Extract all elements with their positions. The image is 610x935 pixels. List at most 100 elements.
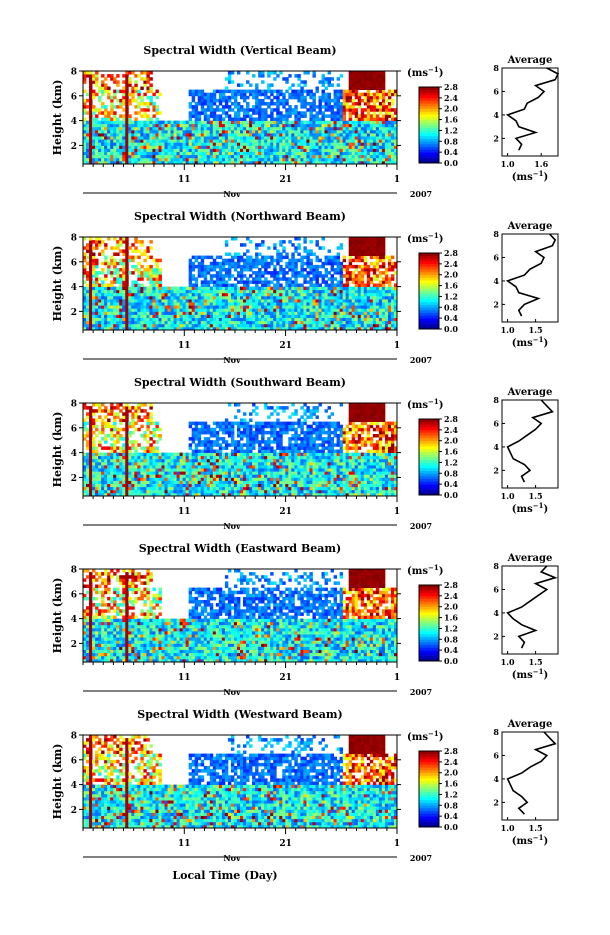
heatmap-cell (252, 302, 255, 306)
heatmap-cell (273, 139, 276, 143)
heatmap-cell (110, 105, 113, 109)
heatmap-cell (174, 152, 177, 156)
heatmap-cell (337, 124, 340, 128)
heatmap-cell (300, 80, 303, 84)
heatmap-cell (340, 96, 343, 100)
heatmap-cell (367, 99, 370, 103)
heatmap-cell (252, 105, 255, 109)
heatmap-cell (364, 259, 367, 263)
heatmap-cell (309, 152, 312, 156)
heatmap-cell (334, 127, 337, 131)
heatmap-cell (282, 271, 285, 275)
heatmap-cell (340, 74, 343, 78)
heatmap-cell (334, 93, 337, 97)
heatmap-cell (101, 305, 104, 309)
heatmap-cell (355, 315, 358, 319)
heatmap-cell (300, 284, 303, 288)
heatmap-cell (140, 290, 143, 294)
heatmap-cell (367, 305, 370, 309)
heatmap-cell (198, 299, 201, 303)
heatmap-cell (131, 265, 134, 269)
heatmap-cell (86, 139, 89, 143)
heatmap-cell (137, 308, 140, 312)
heatmap-cell (249, 90, 252, 94)
heatmap-cell (180, 136, 183, 140)
heatmap-cell (328, 277, 331, 281)
heatmap-cell (382, 136, 385, 140)
heatmap-cell (201, 318, 204, 322)
heatmap-cell (189, 158, 192, 162)
heatmap-cell (343, 105, 346, 109)
heatmap-cell (364, 284, 367, 288)
heatmap-cell (155, 280, 158, 284)
heatmap-cell (361, 284, 364, 288)
heatmap-cell (364, 71, 367, 75)
heatmap-cell (216, 311, 219, 315)
heatmap-cell (328, 108, 331, 112)
heatmap-cell (246, 299, 249, 303)
heatmap-cell (276, 293, 279, 297)
heatmap-cell (355, 265, 358, 269)
heatmap-cell (270, 136, 273, 140)
heatmap-cell (355, 256, 358, 260)
heatmap-cell (107, 111, 110, 115)
heatmap-cell (110, 293, 113, 297)
heatmap-cell (388, 308, 391, 312)
heatmap-cell (361, 311, 364, 315)
heatmap-cell (361, 293, 364, 297)
heatmap-cell (388, 299, 391, 303)
heatmap-cell (264, 114, 267, 118)
heatmap-cell (325, 133, 328, 137)
heatmap-cell (309, 158, 312, 162)
heatmap-cell (101, 158, 104, 162)
heatmap-cell (158, 311, 161, 315)
heatmap-cell (361, 99, 364, 103)
heatmap-cell (225, 271, 228, 275)
heatmap-cell (189, 114, 192, 118)
heatmap-cell (225, 268, 228, 272)
heatmap-cell (273, 96, 276, 100)
heatmap-cell (364, 118, 367, 122)
heatmap-cell (276, 108, 279, 112)
heatmap-cell (291, 121, 294, 125)
heatmap-cell (352, 293, 355, 297)
heatmap-cell (128, 127, 131, 131)
heatmap-cell (303, 268, 306, 272)
heatmap-cell (288, 124, 291, 128)
heatmap-cell (300, 87, 303, 91)
heatmap-cell (131, 299, 134, 303)
heatmap-cell (113, 280, 116, 284)
heatmap-cell (222, 90, 225, 94)
heatmap-cell (89, 271, 92, 275)
heatmap-cell (201, 111, 204, 115)
heatmap-cell (213, 290, 216, 294)
heatmap-cell (252, 145, 255, 149)
heatmap-cell (228, 318, 231, 322)
heatmap-cell (328, 136, 331, 140)
heatmap-cell (92, 149, 95, 153)
heatmap-cell (158, 111, 161, 115)
heatmap-cell (119, 114, 122, 118)
heatmap-cell (358, 149, 361, 153)
heatmap-cell (98, 111, 101, 115)
heatmap-cell (352, 259, 355, 263)
heatmap-cell (315, 142, 318, 146)
heatmap-cell (98, 243, 101, 247)
heatmap-cell (297, 139, 300, 143)
heatmap-cell (180, 139, 183, 143)
heatmap-cell (315, 127, 318, 131)
heatmap-cell (388, 108, 391, 112)
heatmap-cell (213, 280, 216, 284)
heatmap-cell (367, 265, 370, 269)
heatmap-cell (83, 425, 86, 429)
heatmap-cell (382, 293, 385, 297)
heatmap-cell (306, 321, 309, 325)
y-tick-label: 2 (71, 142, 77, 152)
heatmap-cell (137, 111, 140, 115)
heatmap-cell (279, 152, 282, 156)
heatmap-cell (177, 299, 180, 303)
heatmap-cell (207, 96, 210, 100)
heatmap-cell (171, 311, 174, 315)
heatmap-cell (319, 311, 322, 315)
heatmap-cell (364, 265, 367, 269)
